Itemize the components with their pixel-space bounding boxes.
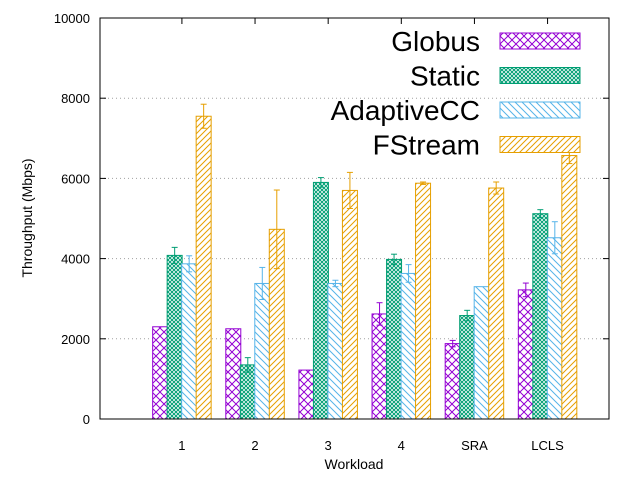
x-tick-label: 2 xyxy=(251,438,258,453)
bar-globus-1 xyxy=(152,326,169,420)
y-tick-label: 0 xyxy=(83,412,90,427)
y-tick-label: 2000 xyxy=(61,332,90,347)
bar-static-4 xyxy=(386,258,403,420)
x-tick-label: 3 xyxy=(325,438,332,453)
x-tick-label: 1 xyxy=(178,438,185,453)
x-tick-label: SRA xyxy=(461,438,488,453)
bar-adaptivecc-3 xyxy=(327,282,344,420)
plot-frame xyxy=(99,17,610,420)
bar-static-3 xyxy=(312,181,329,420)
y-tick-label: 4000 xyxy=(61,252,90,267)
bars xyxy=(152,103,578,420)
x-tick-labels: 1 2 3 4 SRA LCLS xyxy=(178,438,564,453)
y-tick-label: 10000 xyxy=(54,11,90,26)
bar-adaptivecc-4 xyxy=(400,272,417,420)
legend-swatch-globus xyxy=(499,32,581,50)
legend-label-adaptivecc: AdaptiveCC xyxy=(331,95,480,126)
legend-swatch-adaptivecc xyxy=(499,101,581,119)
y-axis-title: Throughput (Mbps) xyxy=(19,158,35,277)
bar-adaptivecc-lcls xyxy=(546,237,563,420)
legend-label-globus: Globus xyxy=(391,26,480,57)
bar-static-2 xyxy=(239,364,256,420)
bar-fstream-1 xyxy=(195,115,212,420)
bar-globus-lcls xyxy=(517,289,534,420)
x-axis-title: Workload xyxy=(325,456,384,472)
legend-label-static: Static xyxy=(410,61,480,92)
bar-globus-2 xyxy=(225,328,242,420)
bar-fstream-3 xyxy=(341,189,358,420)
bar-adaptivecc-1 xyxy=(181,263,198,420)
bar-static-lcls xyxy=(532,213,549,420)
legend-swatch-fstream xyxy=(499,136,581,153)
bar-adaptivecc-sra xyxy=(473,286,490,420)
x-tick-label: 4 xyxy=(398,438,405,453)
x-tick-label: LCLS xyxy=(531,438,564,453)
bar-fstream-4 xyxy=(415,182,432,420)
legend-swatch-static xyxy=(499,67,581,84)
y-tick-label: 8000 xyxy=(61,91,90,106)
bar-static-sra xyxy=(459,315,476,420)
bar-adaptivecc-2 xyxy=(254,282,271,420)
bar-fstream-sra xyxy=(488,187,505,420)
bar-static-1 xyxy=(166,254,183,420)
bar-globus-4 xyxy=(371,313,388,420)
bar-globus-3 xyxy=(298,369,315,420)
bar-globus-sra xyxy=(444,343,461,420)
bar-fstream-lcls xyxy=(561,155,578,420)
axes xyxy=(99,17,610,420)
legend-label-fstream: FStream xyxy=(373,130,480,161)
y-tick-labels: 0 2000 4000 6000 8000 10000 xyxy=(54,11,90,427)
y-tick-label: 6000 xyxy=(61,171,90,186)
